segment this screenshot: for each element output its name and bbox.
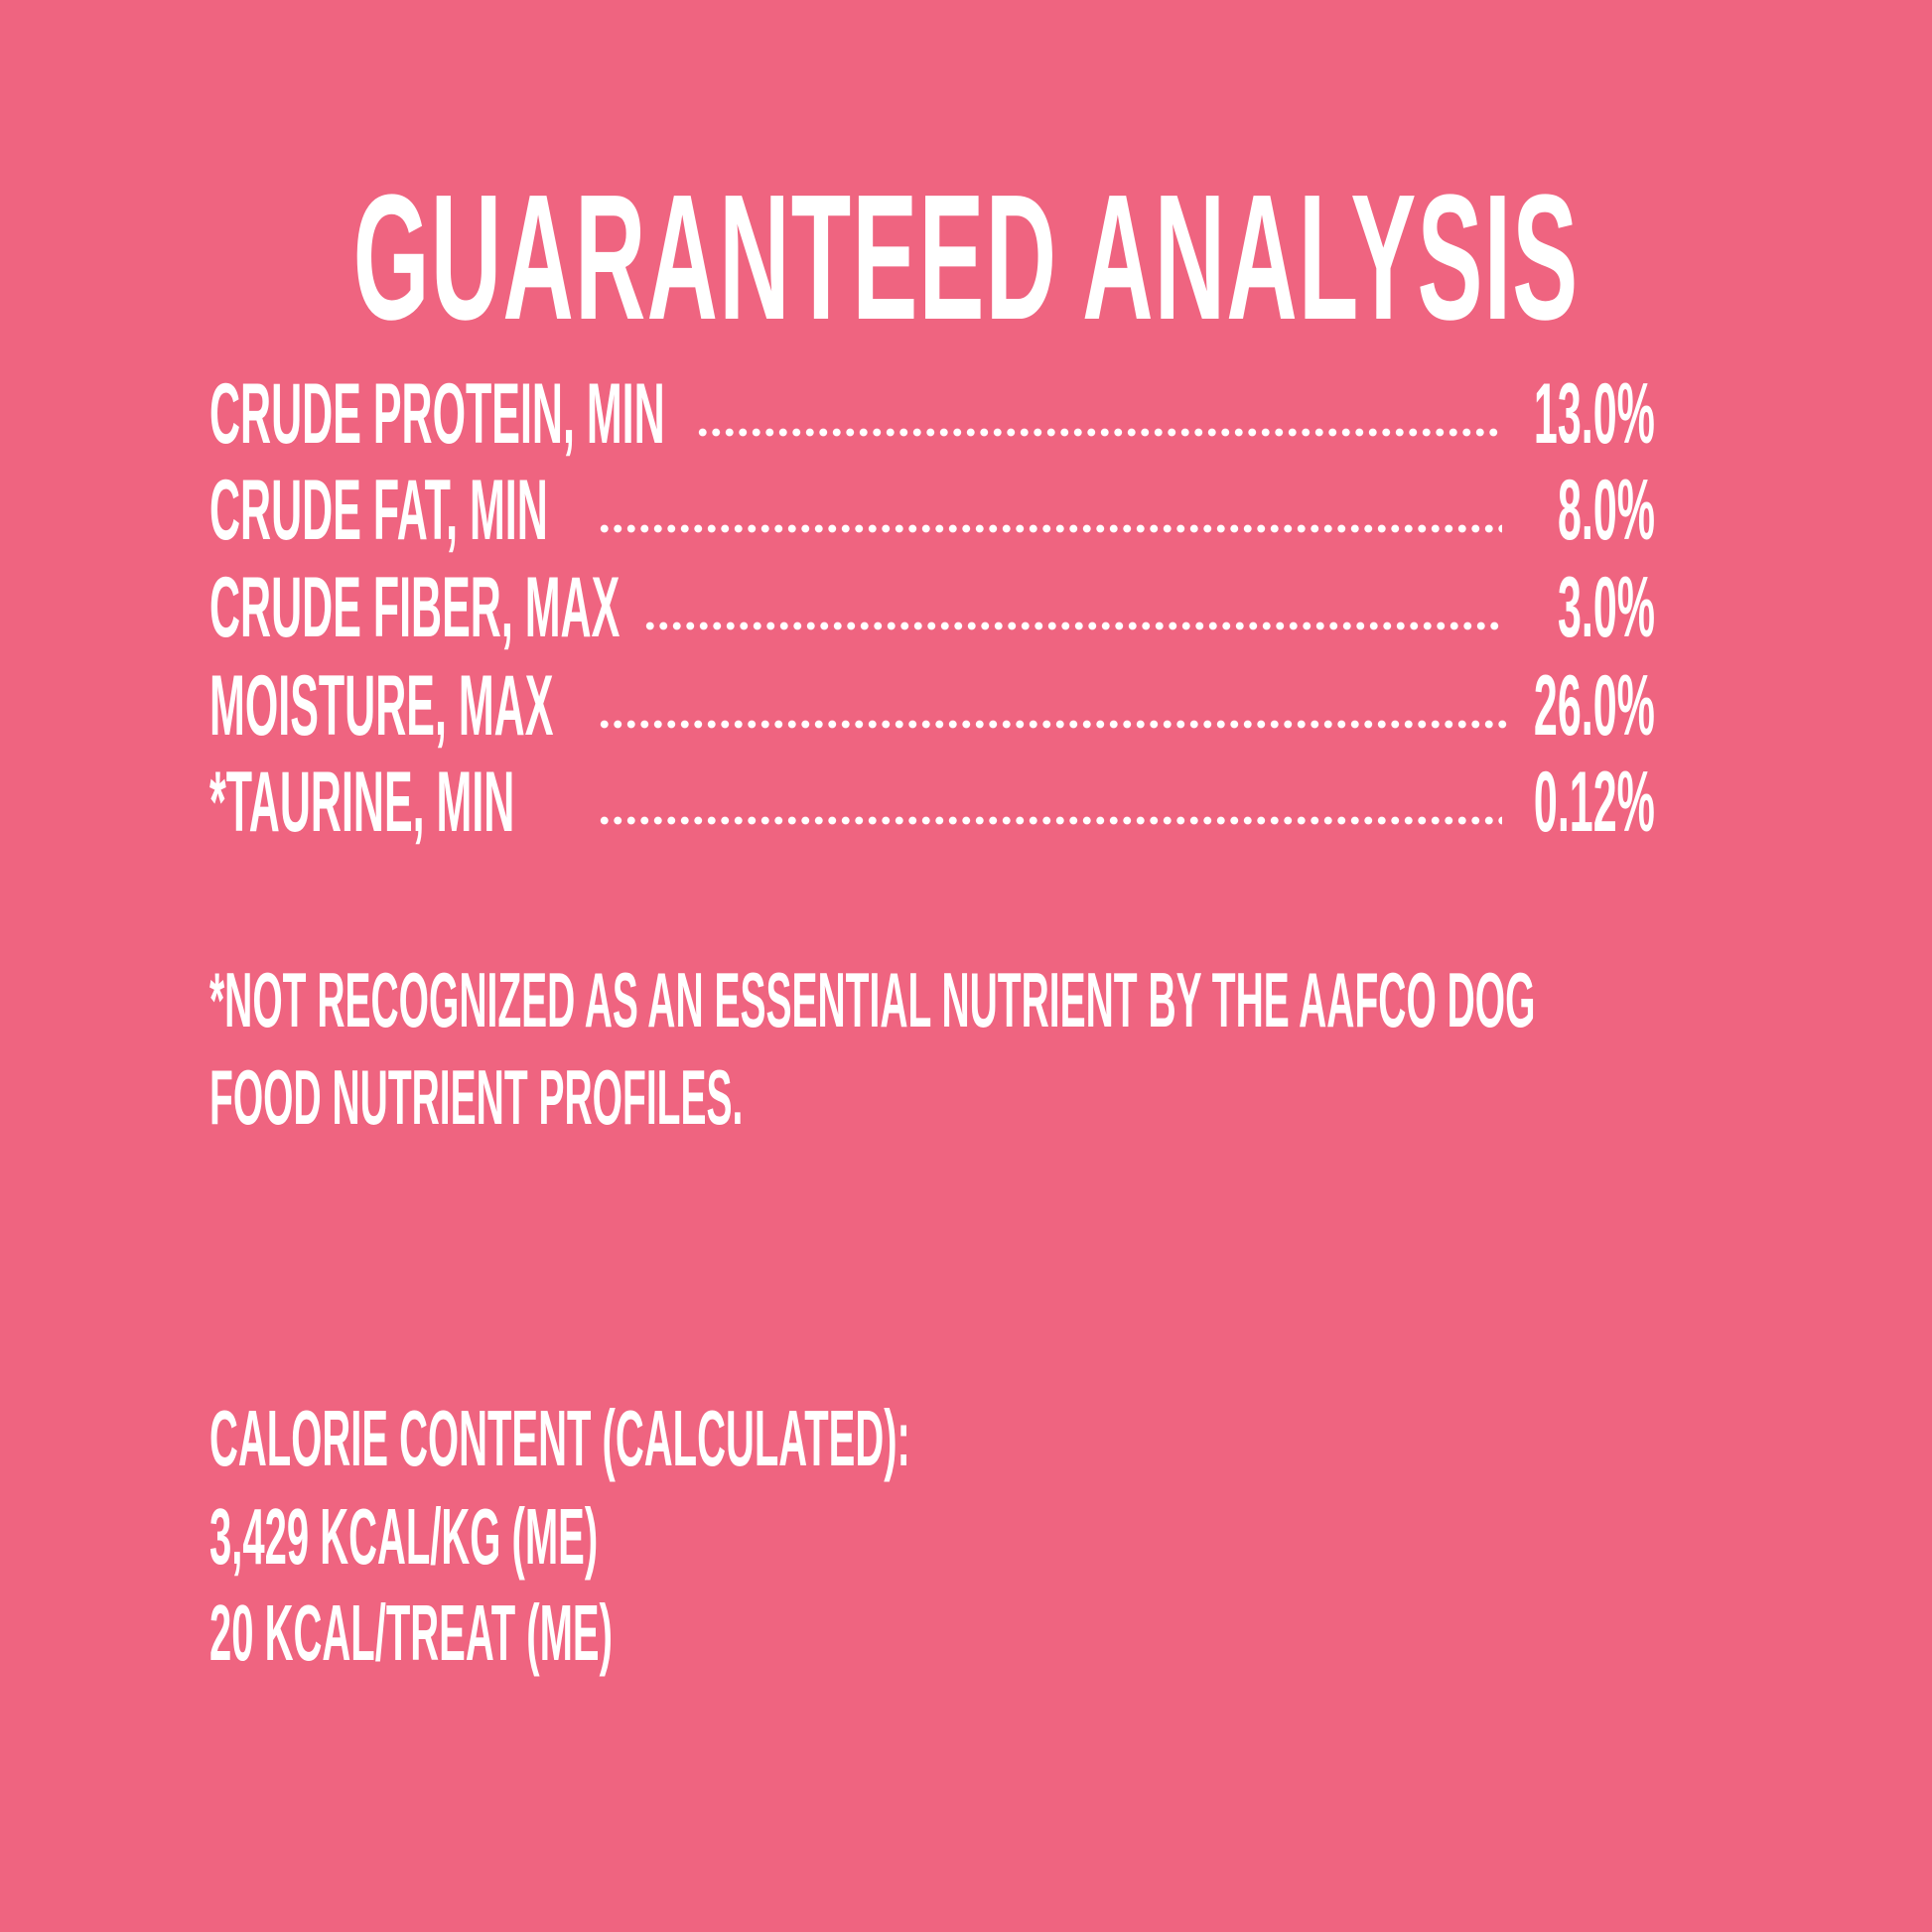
row-value-fat: 8.0% (1557, 463, 1655, 558)
row-value-protein: 13.0% (1534, 366, 1655, 462)
row-label-fat: CRUDE FAT, MIN (209, 463, 548, 558)
dot-leader (598, 816, 1502, 825)
dot-leader (598, 720, 1507, 729)
dot-leader (643, 621, 1502, 630)
footnote-line-1: *NOT RECOGNIZED AS AN ESSENTIAL NUTRIENT… (209, 956, 1536, 1043)
row-label-taurine: *TAURINE, MIN (209, 755, 515, 850)
row-value-fiber: 3.0% (1557, 560, 1655, 655)
dot-leader (598, 524, 1502, 533)
row-label-moisture: MOISTURE, MAX (209, 658, 554, 754)
row-label-fiber: CRUDE FIBER, MAX (209, 560, 621, 655)
calorie-per-treat: 20 KCAL/TREAT (ME) (209, 1588, 613, 1677)
row-label-protein: CRUDE PROTEIN, MIN (209, 366, 665, 462)
row-value-moisture: 26.0% (1534, 658, 1655, 754)
footnote-line-2: FOOD NUTRIENT PROFILES. (209, 1053, 744, 1141)
dot-leader (696, 428, 1502, 437)
page-title: GUARANTEED ANALYSIS (352, 158, 1580, 357)
calorie-heading: CALORIE CONTENT (CALCULATED): (209, 1394, 910, 1482)
calorie-per-kg: 3,429 KCAL/KG (ME) (209, 1492, 599, 1581)
row-value-taurine: 0.12% (1534, 755, 1655, 850)
